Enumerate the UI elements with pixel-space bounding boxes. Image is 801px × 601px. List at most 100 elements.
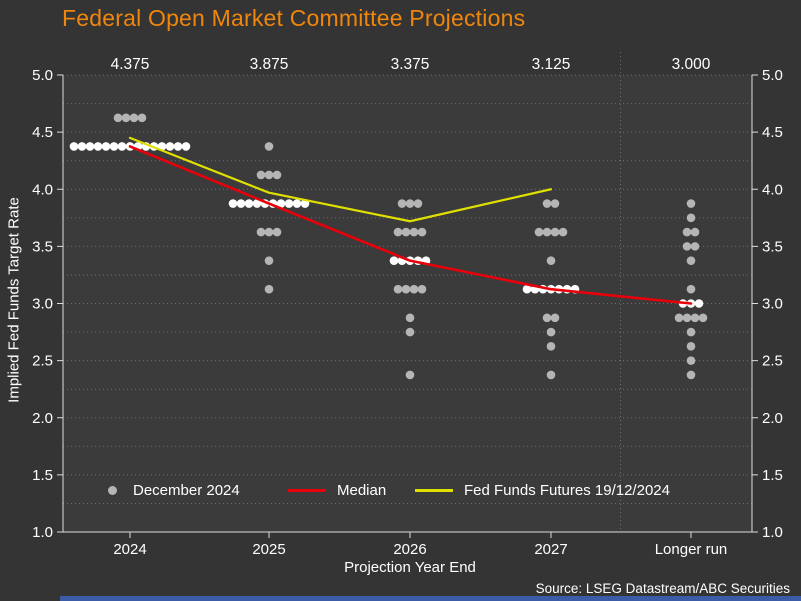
projection-dot	[690, 242, 700, 251]
projection-dot-median	[77, 142, 87, 151]
x-tick-label: 2027	[534, 541, 567, 558]
projection-dot	[401, 284, 411, 294]
projection-dot	[686, 342, 696, 351]
projection-dot	[690, 227, 700, 237]
x-axis-title: Projection Year End	[344, 559, 476, 576]
projection-dot-median	[236, 199, 246, 208]
source-text: Source: LSEG Datastream/ABC Securities	[535, 581, 790, 596]
projection-dot	[546, 327, 556, 337]
y-tick-label-left: 3.5	[32, 238, 53, 255]
median-value-label: 3.375	[391, 56, 430, 73]
projection-dot	[113, 113, 123, 123]
projection-dot-median	[292, 199, 302, 208]
projection-dot	[272, 170, 282, 180]
projection-dot-median	[69, 142, 79, 151]
projection-dot	[542, 313, 552, 323]
projection-dot	[686, 356, 696, 365]
projection-dot	[686, 213, 696, 223]
projection-dot	[401, 227, 411, 237]
projection-dot	[393, 284, 403, 294]
projection-dot	[272, 227, 282, 237]
futures-line	[128, 136, 553, 223]
y-tick-label-right: 5.0	[762, 67, 783, 84]
projection-dot	[546, 370, 556, 380]
x-tick-label: 2026	[393, 541, 426, 558]
projection-dot	[546, 342, 556, 351]
projection-dot-median	[522, 284, 532, 294]
y-tick-label-left: 3.0	[32, 296, 53, 313]
projection-dot-median	[228, 199, 238, 208]
projection-dot	[393, 227, 403, 237]
y-tick-label-right: 3.0	[762, 296, 783, 313]
projection-dot	[682, 227, 692, 237]
y-tick-label-left: 1.0	[32, 524, 53, 541]
projection-dot	[542, 227, 552, 237]
projection-dot	[550, 227, 560, 237]
projection-dot	[698, 313, 708, 323]
y-tick-label-right: 4.5	[762, 124, 783, 141]
projection-dot	[690, 313, 700, 323]
x-tick-label: 2025	[252, 541, 285, 558]
projection-dot-median	[389, 256, 399, 265]
projection-dot-median	[284, 199, 294, 208]
projection-dot-median	[244, 199, 254, 208]
projection-dot	[405, 199, 415, 208]
legend-label-median: Median	[337, 481, 387, 499]
x-tick-label: Longer run	[655, 541, 728, 558]
legend-dot-swatch	[108, 485, 117, 495]
projection-dot	[405, 327, 415, 337]
chart-title: Federal Open Market Committee Projection…	[62, 5, 526, 31]
projection-dot	[417, 227, 427, 237]
projection-dot	[534, 227, 544, 237]
median-value-label: 3.875	[250, 56, 289, 73]
projection-dot	[405, 313, 415, 323]
projection-dot	[558, 227, 568, 237]
projection-dot	[256, 170, 266, 180]
projection-dot	[686, 256, 696, 265]
projection-dot	[409, 284, 419, 294]
projection-dot-median	[173, 142, 183, 151]
median-value-label: 3.125	[532, 56, 571, 73]
median-value-label: 4.375	[111, 56, 150, 73]
projection-dot	[264, 256, 274, 265]
projection-dot	[409, 227, 419, 237]
projection-dot	[550, 199, 560, 208]
y-tick-label-left: 4.5	[32, 124, 53, 141]
projection-dot	[546, 256, 556, 265]
projection-dot-median	[101, 142, 111, 151]
projection-dot-median	[181, 142, 191, 151]
x-tick-label: 2024	[113, 541, 146, 558]
legend-label-dots: December 2024	[133, 481, 240, 499]
projection-dot	[682, 313, 692, 323]
y-tick-label-left: 5.0	[32, 67, 53, 84]
projection-dot	[542, 199, 552, 208]
projection-dot-median	[694, 299, 704, 308]
legend: December 2024 Median Fed Funds Futures 1…	[0, 480, 801, 500]
projection-dot	[686, 327, 696, 337]
y-tick-label-right: 1.0	[762, 524, 783, 541]
projection-dot	[686, 284, 696, 294]
projection-dot	[121, 113, 131, 123]
projection-dot-median	[165, 142, 175, 151]
projection-dot	[264, 227, 274, 237]
projection-dot-median	[93, 142, 103, 151]
projection-dot	[264, 284, 274, 294]
projection-dot	[264, 170, 274, 180]
y-tick-label-left: 2.0	[32, 410, 53, 427]
y-tick-label-right: 2.5	[762, 353, 783, 370]
projection-dot	[686, 370, 696, 380]
y-tick-label-right: 2.0	[762, 410, 783, 427]
projection-dot-median	[252, 199, 262, 208]
projection-dot	[397, 199, 407, 208]
y-tick-label-right: 3.5	[762, 238, 783, 255]
median-line	[128, 145, 693, 305]
y-tick-label-left: 2.5	[32, 353, 53, 370]
legend-futures-line-swatch	[415, 488, 453, 492]
projection-dot	[256, 227, 266, 237]
projection-dot	[137, 113, 147, 123]
projection-dot-median	[276, 199, 286, 208]
projection-dot	[413, 199, 423, 208]
legend-item-median: Median	[288, 480, 386, 500]
